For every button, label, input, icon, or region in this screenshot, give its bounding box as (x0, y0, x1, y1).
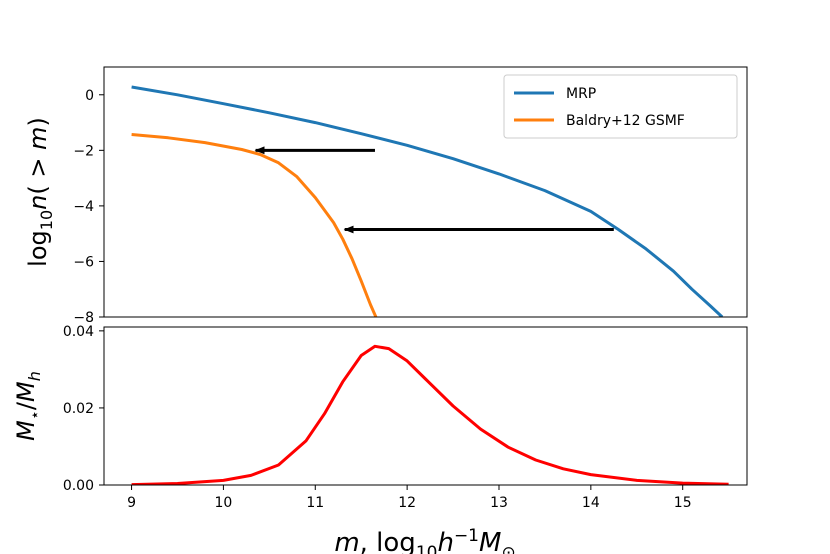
bottom-axes-frame (103, 326, 748, 486)
bottom-xtick-label: 14 (582, 495, 600, 511)
top-axes-frame (103, 66, 748, 318)
bottom-xtick-label: 15 (674, 495, 692, 511)
bottom-ylabel: M⋆/Mh (12, 371, 44, 441)
bottom-ytick-label: 0.00 (63, 478, 94, 494)
top-arrows-group (254, 146, 614, 234)
series-line-baldry (131, 133, 378, 317)
bottom-yticks-group: 0.00 0.02 0.04 (63, 324, 104, 494)
bottom-xtick-label: 13 (490, 495, 508, 511)
bottom-xticks-group: 9 10 11 12 13 14 15 (127, 485, 692, 511)
top-ytick-label: 0 (85, 88, 94, 104)
bottom-xtick-label: 11 (306, 495, 324, 511)
legend: MRP Baldry+12 GSMF (503, 74, 738, 139)
top-ytick-label: −4 (73, 199, 94, 215)
top-yticks-group: 0 −2 −4 −6 −8 (73, 88, 104, 326)
bottom-ytick-label: 0.04 (63, 324, 94, 340)
top-ytick-label: −6 (73, 254, 94, 270)
top-series-group (131, 85, 724, 317)
top-ytick-label: −8 (73, 310, 94, 326)
top-ytick-label: −2 (73, 143, 94, 159)
legend-mrp-label: MRP (566, 86, 596, 102)
bottom-xtick-label: 9 (127, 495, 136, 511)
series-line-mrp (131, 85, 724, 317)
bottom-xtick-label: 12 (398, 495, 416, 511)
top-ylabel: log10n( > m) (24, 117, 56, 267)
bottom-ytick-label: 0.02 (63, 401, 94, 417)
bottom-series-group (131, 344, 729, 485)
series-line-ratio (131, 344, 729, 485)
legend-baldry-label: Baldry+12 GSMF (566, 113, 685, 129)
bottom-xlabel: m, log10h−1M⊙ (334, 526, 515, 554)
legend-box (503, 74, 738, 139)
bottom-xtick-label: 10 (215, 495, 233, 511)
